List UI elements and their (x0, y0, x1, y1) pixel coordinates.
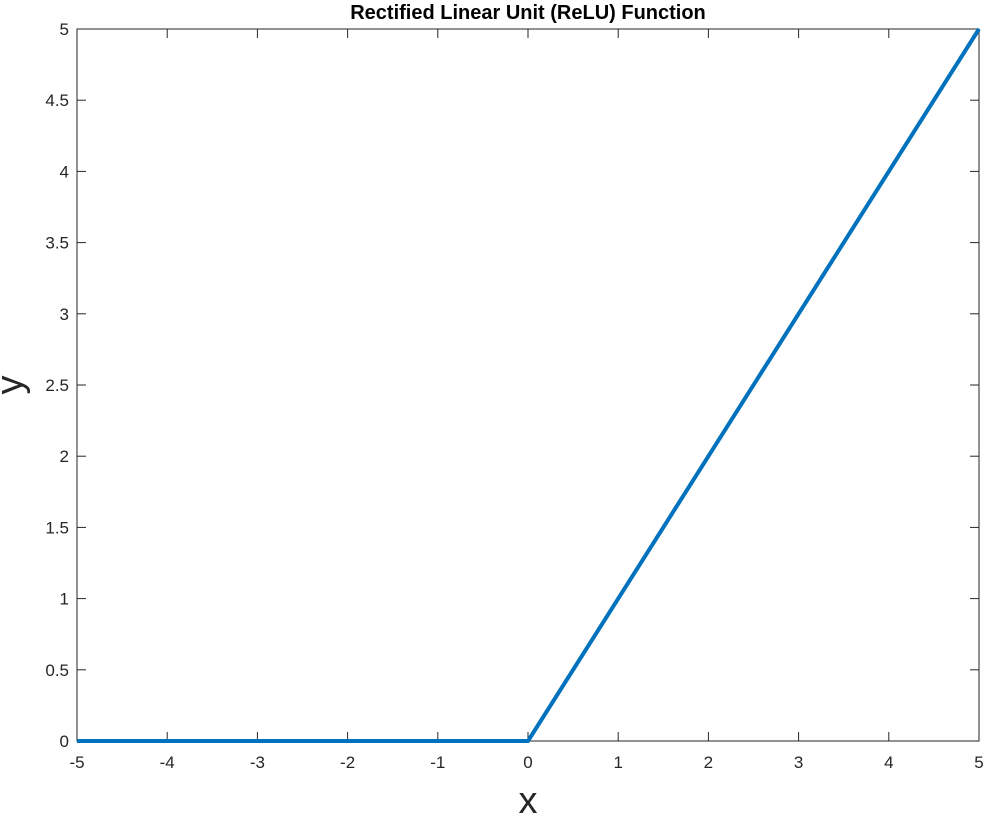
x-tick-label: -4 (160, 753, 175, 772)
x-tick-label: 0 (523, 753, 532, 772)
x-tick-label: -2 (340, 753, 355, 772)
x-tick-label: 3 (794, 753, 803, 772)
x-tick-label: -1 (430, 753, 445, 772)
x-tick-label: -3 (250, 753, 265, 772)
x-tick-label: 5 (974, 753, 983, 772)
y-axis-label: y (0, 376, 31, 395)
x-axis-label: x (519, 780, 538, 818)
y-tick-label: 1.5 (45, 518, 69, 537)
x-tick-label: 2 (704, 753, 713, 772)
chart-title: Rectified Linear Unit (ReLU) Function (350, 2, 706, 24)
x-tick-label: 4 (884, 753, 893, 772)
y-tick-label: 5 (60, 20, 69, 39)
y-tick-label: 2 (60, 447, 69, 466)
y-tick-label: 2.5 (45, 376, 69, 395)
y-tick-label: 3.5 (45, 234, 69, 253)
plot-area (76, 28, 980, 742)
x-tick-label: -5 (69, 753, 84, 772)
y-tick-label: 4 (60, 162, 69, 181)
ticks-layer: -5 -4 -3 -2 -1 0 1 2 3 4 5 0 0.5 1 1.5 2 2.5 3 3.5 4 4.5 5 (45, 20, 983, 772)
y-tick-label: 4.5 (45, 91, 69, 110)
x-tick-label: 1 (613, 753, 622, 772)
y-tick-label: 0 (60, 732, 69, 751)
y-tick-label: 3 (60, 305, 69, 324)
y-tick-label: 0.5 (45, 661, 69, 680)
relu-series-line (77, 27, 981, 743)
y-tick-label: 1 (60, 590, 69, 609)
series-layer (77, 27, 981, 743)
